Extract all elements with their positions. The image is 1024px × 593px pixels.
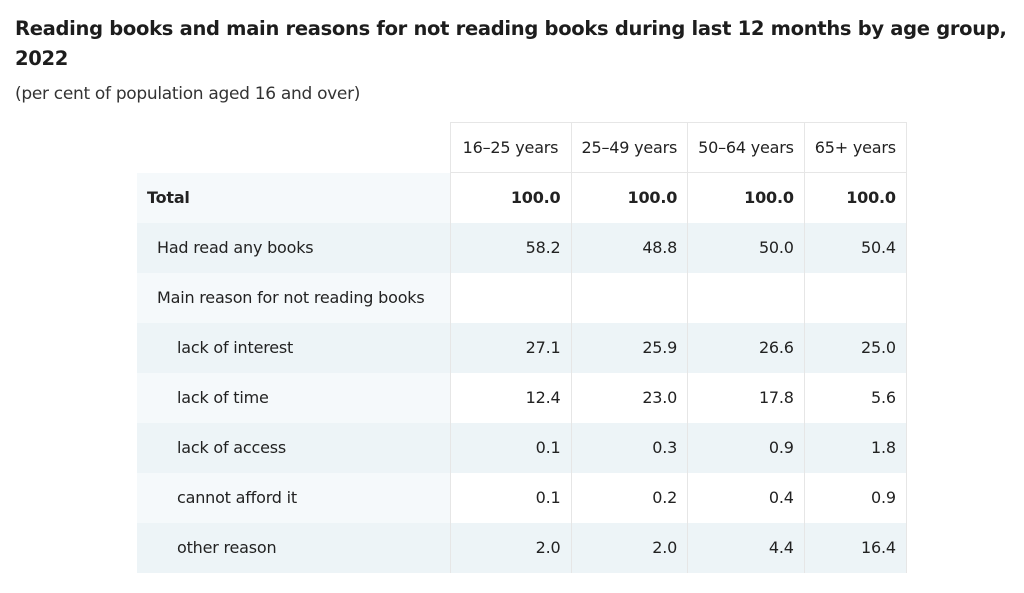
column-header: 50–64 years xyxy=(687,122,805,173)
table-cell: 2.0 xyxy=(449,522,572,573)
table-cell: 0.1 xyxy=(449,472,572,523)
data-table: 16–25 years 25–49 years 50–64 years 65+ … xyxy=(137,122,907,573)
table-cell: 2.0 xyxy=(570,522,689,573)
table-row: lack of interest 27.1 25.9 26.6 25.0 xyxy=(137,322,907,373)
table-cell: 23.0 xyxy=(570,372,689,423)
row-label: Had read any books xyxy=(137,222,450,273)
table-cell xyxy=(803,272,907,323)
table-cell: 17.8 xyxy=(687,372,805,423)
table-cell: 0.2 xyxy=(570,472,689,523)
table-cell: 100.0 xyxy=(687,172,805,223)
table-cell: 0.3 xyxy=(570,422,689,473)
table-cell: 25.9 xyxy=(570,322,689,373)
row-label: other reason xyxy=(137,522,450,573)
table-cell: 25.0 xyxy=(803,322,907,373)
row-label: lack of interest xyxy=(137,322,450,373)
table-cell: 0.4 xyxy=(687,472,805,523)
header-row: 16–25 years 25–49 years 50–64 years 65+ … xyxy=(137,122,907,173)
table-cell: 100.0 xyxy=(803,172,907,223)
table-cell: 0.9 xyxy=(687,422,805,473)
table-cell xyxy=(449,272,572,323)
table-cell xyxy=(687,272,805,323)
table-row: Main reason for not reading books xyxy=(137,272,907,323)
table-cell: 0.1 xyxy=(449,422,572,473)
table-row: Had read any books 58.2 48.8 50.0 50.4 xyxy=(137,222,907,273)
table-row: Total 100.0 100.0 100.0 100.0 xyxy=(137,172,907,223)
table-cell: 5.6 xyxy=(803,372,907,423)
column-header: 25–49 years xyxy=(570,122,689,173)
page-title: Reading books and main reasons for not r… xyxy=(15,17,1007,70)
table-row: lack of access 0.1 0.3 0.9 1.8 xyxy=(137,422,907,473)
table-cell: 1.8 xyxy=(803,422,907,473)
table-cell: 0.9 xyxy=(803,472,907,523)
table-cell: 100.0 xyxy=(570,172,689,223)
column-header: 16–25 years xyxy=(449,122,572,173)
table-cell: 27.1 xyxy=(449,322,572,373)
table-cell xyxy=(570,272,689,323)
table-cell: 58.2 xyxy=(449,222,572,273)
row-label: lack of access xyxy=(137,422,450,473)
table-cell: 12.4 xyxy=(449,372,572,423)
table-cell: 50.0 xyxy=(687,222,805,273)
table-cell: 100.0 xyxy=(449,172,572,223)
table-cell: 26.6 xyxy=(687,322,805,373)
table-cell: 4.4 xyxy=(687,522,805,573)
subtitle: (per cent of population aged 16 and over… xyxy=(15,84,361,104)
table-cell: 50.4 xyxy=(803,222,907,273)
row-label: Total xyxy=(137,172,450,223)
column-header: 65+ years xyxy=(803,122,907,173)
table-row: lack of time 12.4 23.0 17.8 5.6 xyxy=(137,372,907,423)
row-label: Main reason for not reading books xyxy=(137,272,450,323)
corner-cell xyxy=(137,123,450,173)
table-row: cannot afford it 0.1 0.2 0.4 0.9 xyxy=(137,472,907,523)
table-cell: 48.8 xyxy=(570,222,689,273)
row-label: cannot afford it xyxy=(137,472,450,523)
row-label: lack of time xyxy=(137,372,450,423)
table-cell: 16.4 xyxy=(803,522,907,573)
table-row: other reason 2.0 2.0 4.4 16.4 xyxy=(137,522,907,573)
